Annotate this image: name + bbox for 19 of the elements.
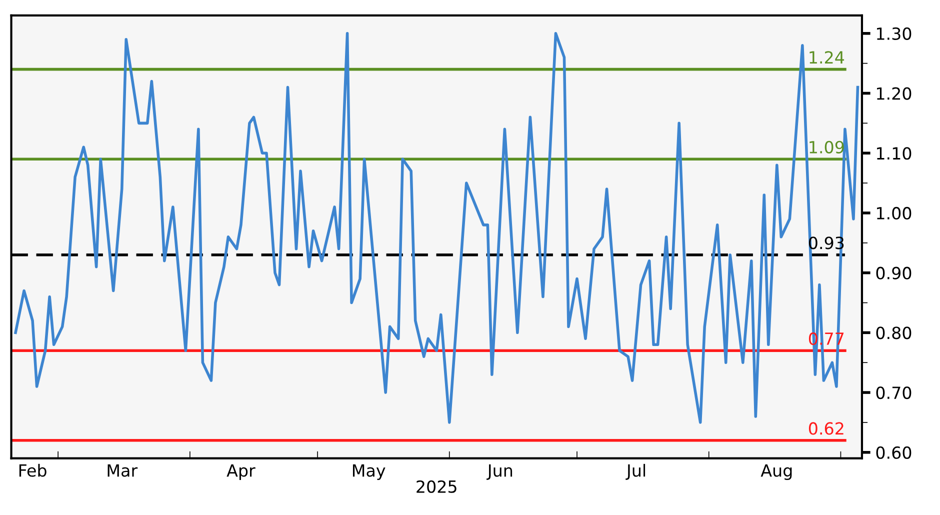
line-series [14, 32, 860, 424]
ref-line-label: 1.24 [810, 51, 844, 64]
y-tick-label: 1.00 [877, 206, 912, 220]
y-tick-label: 0.70 [876, 386, 912, 400]
ref-line-label: 0.62 [808, 422, 844, 435]
y-tick-label: 0.90 [876, 266, 912, 280]
x-tick-label: Feb [19, 464, 46, 477]
y-tick-label: 1.20 [877, 87, 912, 100]
x-tick-label: Jun [486, 464, 512, 480]
x-tick-label: Apr [226, 464, 256, 480]
x-axis-title: 2025 [416, 480, 456, 493]
x-tick-label: Mar [108, 464, 138, 477]
x-tick-label: Jul [626, 464, 646, 480]
x-tick-label: May [352, 464, 386, 480]
x-tick-label: Aug [760, 464, 792, 480]
y-tick-label: 0.80 [876, 326, 912, 340]
y-tick-label: 1.30 [877, 27, 912, 40]
y-tick-label: 0.60 [876, 446, 912, 459]
y-tick-label: 1.10 [877, 147, 912, 160]
